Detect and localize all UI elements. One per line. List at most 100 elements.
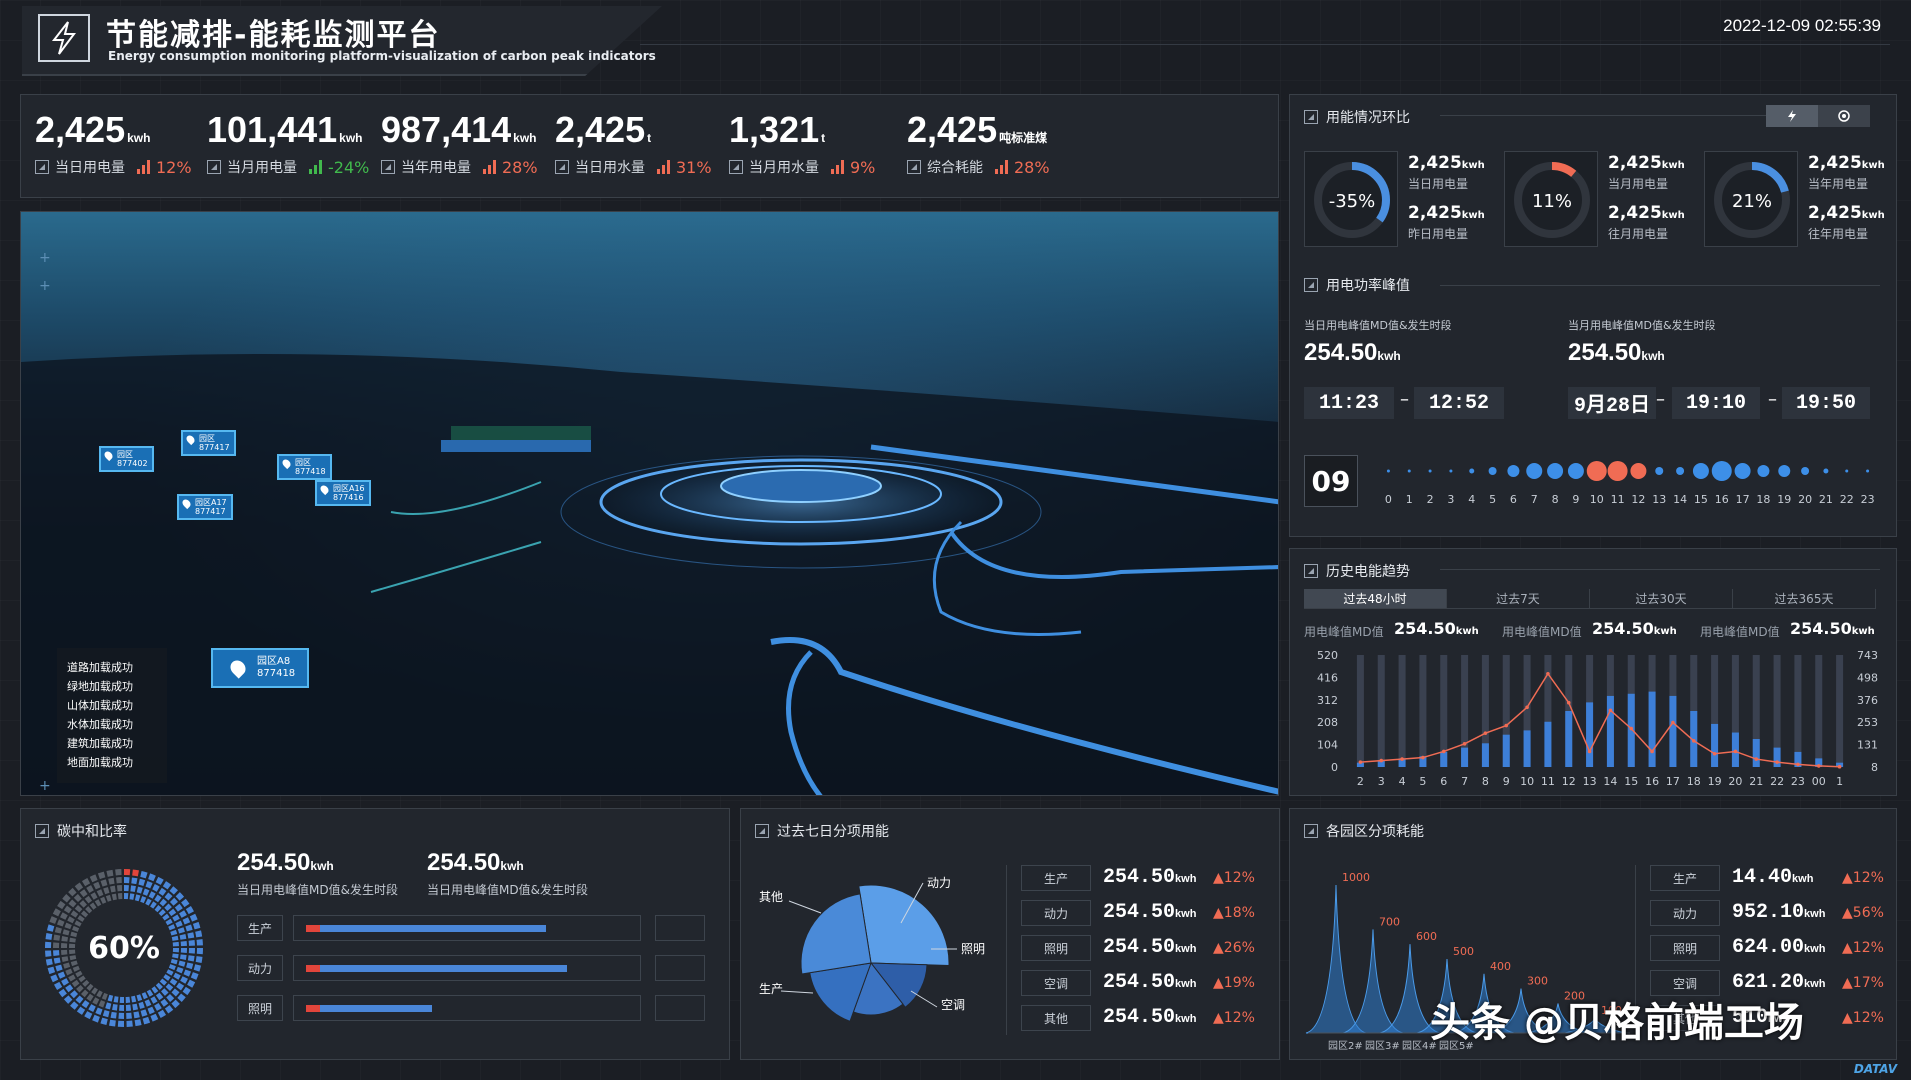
ring-segment [141, 992, 148, 1000]
carbon-pct: 60% [88, 931, 160, 966]
kpi-pct: 31% [676, 157, 712, 177]
bar [1461, 747, 1469, 767]
kpi-value: 2,425 t [555, 109, 651, 151]
ring-segment [158, 909, 166, 917]
hour-tick-label: 12 [1631, 493, 1646, 506]
ring-segment [56, 919, 65, 927]
park-panel: 各园区分项耗能 1000 700 600 500 400 300 200 100 园区2# 园区3… [1289, 808, 1897, 1060]
ring-segment [96, 889, 104, 897]
list-number: 621.20 [1732, 971, 1805, 994]
trend-bar [836, 165, 839, 174]
x-tick-label: 11 [1541, 775, 1555, 788]
trend-bars-icon [657, 160, 670, 174]
hour-tick-label: 9 [1572, 493, 1580, 506]
ring-value-number: 2,425 [1408, 203, 1462, 223]
kpi-number: 101,441 [207, 109, 338, 150]
list-pct: ▲56% [1842, 905, 1884, 921]
trend-bar [137, 169, 140, 174]
y-tick-label: 208 [1317, 716, 1338, 729]
ring-segment [179, 954, 187, 960]
ring-segment [79, 889, 88, 898]
panel-icon [35, 824, 49, 838]
title-rule [1440, 285, 1880, 286]
list-unit: kwh [1804, 978, 1826, 990]
pie-leader-line [788, 900, 822, 914]
ring-arc [1714, 162, 1790, 238]
line-point [1400, 757, 1404, 761]
bar [1669, 695, 1677, 767]
ring-segment [92, 997, 100, 1005]
list-number: 952.10 [1732, 901, 1805, 924]
bar [1377, 760, 1385, 767]
ring-segment [80, 989, 89, 998]
ring-segment [82, 979, 90, 987]
ring-segment [70, 990, 79, 999]
history-tab[interactable]: 过去7天 [1447, 589, 1590, 608]
lightning-toggle-icon[interactable] [1766, 105, 1818, 127]
line-point [1504, 723, 1509, 728]
list-unit: kwh [1175, 1013, 1197, 1025]
trend-bars-icon [309, 160, 322, 174]
ring-segment [177, 993, 186, 1002]
map-tag[interactable]: 园区 877418 [277, 454, 332, 480]
line-point [1816, 764, 1821, 768]
ring-segment [172, 914, 180, 922]
panel-icon [755, 824, 769, 838]
ring-segment [76, 984, 84, 993]
up-arrow-icon: ▲ [1842, 975, 1853, 991]
map-tag[interactable]: 园区A16 877416 [315, 480, 371, 506]
list-pct: ▲18% [1213, 905, 1255, 921]
stat-label: 用电峰值MD值 [1304, 625, 1384, 639]
pie-label: 空调 [941, 998, 965, 1012]
hour-tick-label: 4 [1468, 493, 1476, 506]
map-tag[interactable]: 园区A17 877417 [177, 494, 233, 520]
trend-bar [483, 169, 486, 174]
peak-value-label: 700 [1379, 915, 1400, 928]
line-point [1566, 700, 1571, 705]
ring-segment [45, 958, 53, 966]
ring-segment [45, 933, 53, 940]
ring-segment [147, 1006, 155, 1015]
ring-segment [68, 899, 77, 908]
ring-segment [70, 931, 78, 938]
ring-segment [62, 929, 70, 936]
list-pct-value: 17% [1852, 975, 1884, 991]
history-tab[interactable]: 过去365天 [1733, 589, 1876, 608]
list-pct-value: 12% [1223, 1010, 1255, 1026]
bar [1565, 711, 1573, 767]
map-tag[interactable]: 园区 877417 [181, 430, 236, 456]
list-unit: kwh [1804, 943, 1826, 955]
ring-segment [162, 881, 172, 890]
list-pct: ▲12% [1842, 870, 1884, 886]
stat-unit: kwh [1653, 626, 1677, 637]
map-tag[interactable]: 园区 877402 [99, 446, 154, 472]
trend-bars-icon [483, 160, 496, 174]
history-tab[interactable]: 过去48小时 [1304, 589, 1447, 608]
target-toggle-icon[interactable] [1818, 105, 1870, 127]
peak-value-label: 600 [1416, 930, 1437, 943]
weekly-panel: 过去七日分项用能 其他 动力 照明 空调 生产 生产 254.50kwh ▲12% 动力 254… [740, 808, 1280, 1060]
pie-slice [869, 962, 928, 1008]
tag-id: 877416 [333, 493, 364, 502]
ring-segment [54, 926, 62, 934]
bar-background [1377, 655, 1385, 767]
ring-pct: -35% [1329, 191, 1376, 212]
ring-value-unit: kwh [1461, 160, 1485, 171]
load-status-item: 建筑加载成功 [67, 737, 133, 750]
ring-value-number: 2,425 [1608, 203, 1662, 223]
ring-segment [105, 1002, 112, 1010]
map-view[interactable]: + + + 园区 877402 园区 877417 园区 877418 园区A16 87… [20, 211, 1279, 796]
ring-segment [166, 993, 175, 1002]
history-tab[interactable]: 过去30天 [1590, 589, 1733, 608]
map-tag-selected[interactable]: 园区A8 877418 [211, 648, 310, 688]
ring-label-1: 当年用电量 [1808, 177, 1869, 191]
ring-value-unit: kwh [1661, 210, 1685, 221]
ring-segment [171, 999, 180, 1009]
kpi-number: 2,425 [555, 109, 646, 150]
dash: – [1768, 389, 1777, 410]
ring-segment [176, 982, 185, 991]
kpi-unit: t [647, 131, 652, 145]
hour-dot [1845, 469, 1849, 473]
ring-segment [168, 908, 177, 917]
